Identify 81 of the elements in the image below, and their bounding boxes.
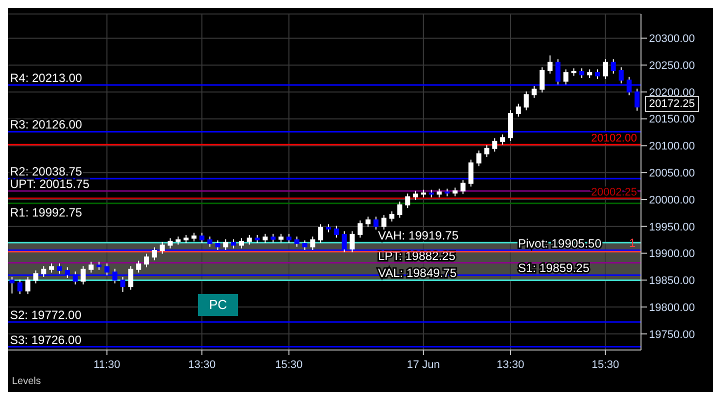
candlestick <box>366 216 371 228</box>
candlestick <box>318 224 324 244</box>
candlestick <box>516 103 521 118</box>
candlestick <box>610 58 616 74</box>
candlestick <box>49 262 54 274</box>
candlestick <box>310 236 316 251</box>
candlestick <box>207 236 212 248</box>
candlestick <box>484 144 490 158</box>
ref-line-label: S1: 19859.25 <box>518 261 590 276</box>
candlestick <box>405 193 410 209</box>
candlestick <box>460 180 466 195</box>
candlestick <box>160 241 165 254</box>
x-tick-label: 13:30 <box>496 359 524 371</box>
y-tick-label: 19850.00 <box>649 275 695 288</box>
candlestick <box>33 270 38 284</box>
candlestick <box>25 276 30 295</box>
y-tick-label: 20300.00 <box>649 33 695 46</box>
y-tick-label: 19800.00 <box>649 302 695 314</box>
candlestick <box>238 238 244 249</box>
candlestick <box>223 238 228 251</box>
y-tick-label: 19750.00 <box>649 328 695 341</box>
ref-line-label: 20102.00 <box>591 132 637 145</box>
candlestick <box>358 220 363 238</box>
ref-line-label: S2: 19772.00 <box>10 308 82 322</box>
candlestick <box>413 190 418 201</box>
candlestick <box>540 66 545 93</box>
y-tick-label: 19950.00 <box>649 221 695 234</box>
candlestick <box>579 68 584 78</box>
candlestick <box>144 253 150 268</box>
candlestick <box>476 150 482 167</box>
candlestick <box>262 233 268 244</box>
candlestick <box>595 68 600 80</box>
text: Levels <box>12 376 41 387</box>
candlestick <box>80 266 86 285</box>
candlestick <box>373 216 378 230</box>
ref-line-label: LPT: 19882.25 <box>378 248 456 263</box>
candlestick <box>532 86 537 98</box>
ref-line-label: R3: 20126.00 <box>10 118 82 132</box>
candlestick <box>88 261 94 274</box>
ref-line-label: R4: 20213.00 <box>10 70 82 85</box>
candlestick <box>168 238 173 249</box>
candlestick <box>199 232 204 244</box>
ref-line-label: VAH: 19919.75 <box>378 228 459 243</box>
candlestick <box>468 159 474 188</box>
candlestick <box>17 279 22 295</box>
candlestick <box>500 134 506 146</box>
candlestick <box>136 260 142 274</box>
candlestick <box>41 266 46 278</box>
candlestick <box>128 266 134 290</box>
candlestick <box>246 234 252 246</box>
y-tick-label: 20100.00 <box>649 140 695 153</box>
y-tick-label: 20250.00 <box>649 60 695 72</box>
candlestick <box>563 68 568 85</box>
candlestick <box>334 225 339 238</box>
x-tick-label: 11:30 <box>94 359 120 371</box>
y-tick-label: 20150.00 <box>649 114 695 126</box>
y-tick-label: 19900.00 <box>649 248 695 260</box>
candlestick <box>397 201 402 218</box>
x-tick-label: 17 Jun <box>406 359 440 371</box>
candlestick <box>381 214 386 230</box>
candlestick <box>634 88 640 112</box>
x-tick-label: 15:30 <box>592 359 620 371</box>
text: 20172.25 <box>645 96 699 112</box>
y-tick-label: 20000.00 <box>649 194 695 206</box>
candlestick <box>524 90 529 111</box>
x-tick-label: 13:30 <box>188 359 216 371</box>
ref-line-label: R1: 19992.75 <box>10 205 82 220</box>
candlestick <box>152 246 157 261</box>
candlestick <box>350 230 355 253</box>
candlestick <box>389 210 394 222</box>
x-tick-label: 15:30 <box>275 359 303 371</box>
y-tick-label: 20050.00 <box>649 167 695 180</box>
candlestick <box>602 58 608 80</box>
candlestick <box>492 138 498 152</box>
ref-line-label: UPT: 20015.75 <box>10 177 90 192</box>
candlestick <box>294 236 300 248</box>
ref-line-label: R2: 20038.75 <box>10 164 82 179</box>
candlestick <box>286 233 292 244</box>
annotation: PC <box>198 294 238 316</box>
candlestick <box>548 54 553 74</box>
ref-line-label: S3: 19726.00 <box>10 332 82 347</box>
